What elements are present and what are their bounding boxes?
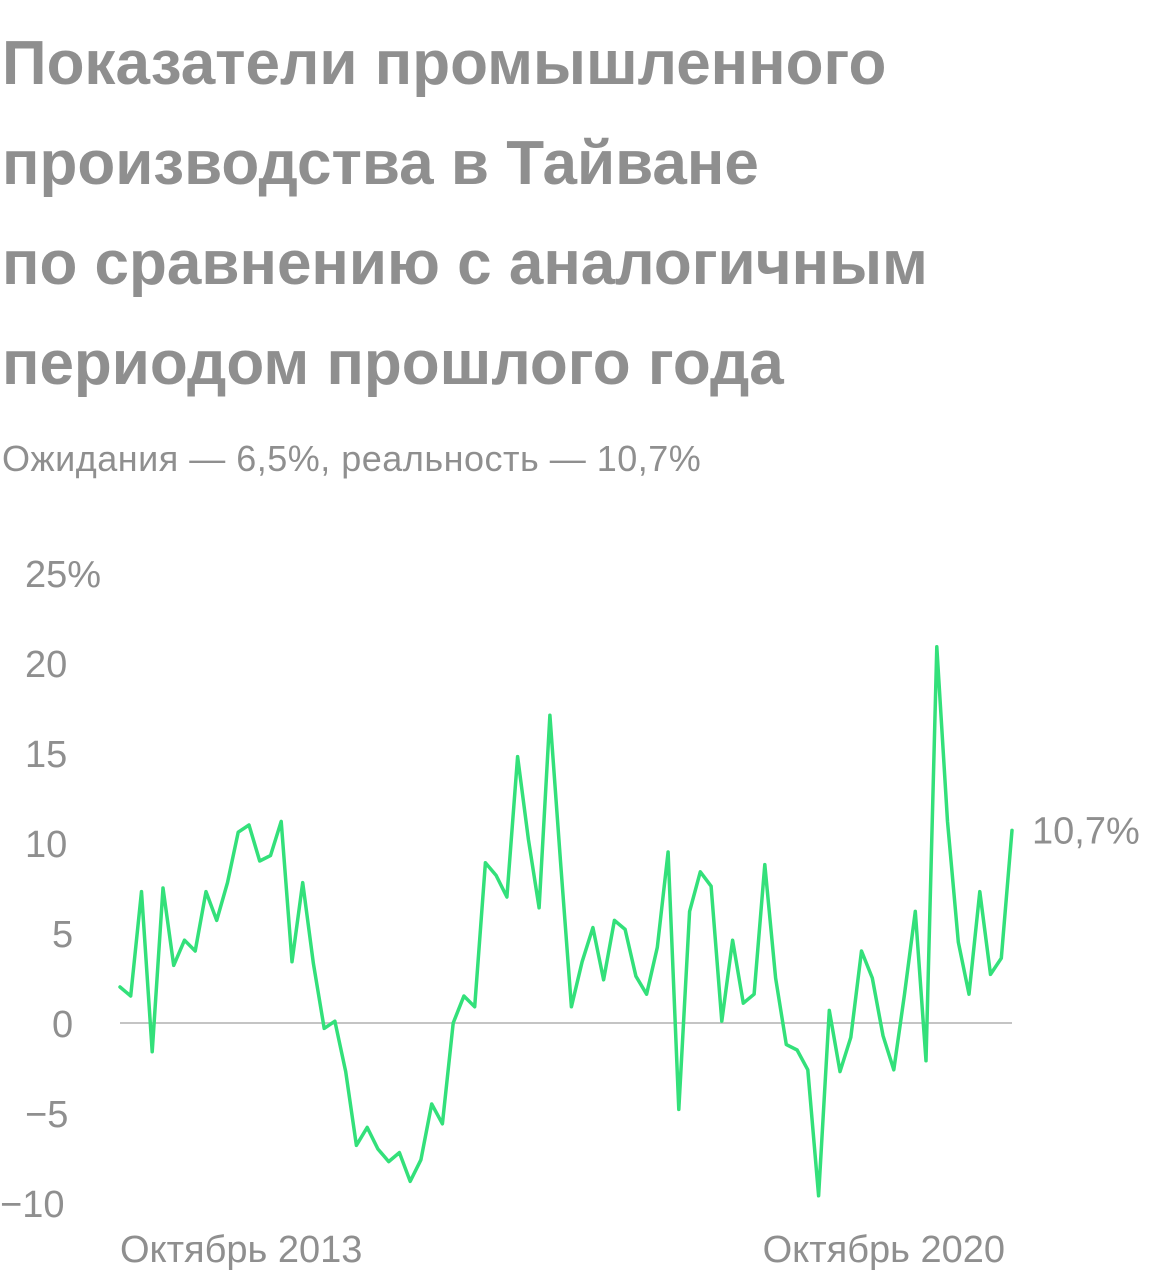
- chart-subtitle: Ожидания — 6,5%, реальность — 10,7%: [2, 438, 702, 479]
- y-axis: 25% 20 15 10 5 0 −5 −10: [0, 554, 101, 1226]
- series-line: [118, 645, 1014, 1198]
- chart-title-line: производства в Тайване: [2, 129, 759, 198]
- y-tick-label: −5: [25, 1094, 68, 1136]
- chart-title-line: периодом прошлого года: [2, 329, 784, 398]
- x-tick-label: Октябрь 2020: [763, 1229, 1005, 1271]
- y-tick-label: 25%: [25, 554, 101, 596]
- chart-title-line: Показатели промышленного: [2, 29, 887, 98]
- y-tick-label: 0: [52, 1004, 73, 1046]
- y-tick-label: −10: [0, 1184, 64, 1226]
- chart-title: Показатели промышленного производства в …: [2, 14, 1152, 414]
- chart-title-line: по сравнению с аналогичным: [2, 229, 928, 298]
- y-tick-label: 15: [25, 734, 67, 776]
- y-tick-label: 10: [25, 824, 67, 866]
- x-tick-label: Октябрь 2013: [120, 1229, 362, 1271]
- y-tick-label: 5: [52, 914, 73, 956]
- end-value-label: 10,7%: [1032, 810, 1140, 852]
- y-tick-label: 20: [25, 644, 67, 686]
